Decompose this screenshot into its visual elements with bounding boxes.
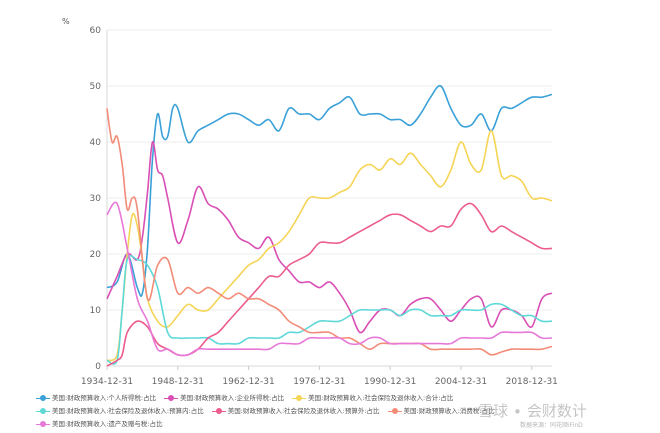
legend-swatch-icon <box>211 408 226 414</box>
legend-swatch-icon <box>164 395 179 401</box>
series-line-0 <box>106 84 553 297</box>
x-axis: 1934-12-31 1948-12-31 1962-12-31 1976-12-31… <box>81 366 558 387</box>
legend-label: 美国:财政预算收入:消费税:占比 <box>403 407 495 415</box>
y-tick-label: 30 <box>90 194 102 204</box>
series-lines <box>106 84 553 367</box>
legend-label: 美国:财政预算收入:社会保险及退休收入:预算外:占比 <box>227 407 380 415</box>
series-line-5 <box>106 108 553 356</box>
legend-label: 美国:财政预算收入:遗产及赠与税:占比 <box>52 420 163 428</box>
source-note: 数据来源：同花顺iFinD <box>520 422 583 429</box>
legend-label: 美国:财政预算收入:社会保险及退休收入:预算内:占比 <box>52 407 204 415</box>
legend-item[interactable]: 美国:财政预算收入:个人所得税:占比 <box>36 392 156 404</box>
legend-swatch-icon <box>36 421 50 427</box>
legend-label: 美国:财政预算收入:个人所得税:占比 <box>52 394 157 402</box>
legend-item[interactable]: 美国:财政预算收入:社会保险及退休收入:合计:占比 <box>292 392 453 404</box>
x-tick-label: 1934-12-31 <box>81 377 133 387</box>
legend-label: 美国:财政预算收入:企业所得税:占比 <box>180 394 285 402</box>
y-axis: 0 10 20 30 40 50 60 <box>90 26 552 372</box>
series-line-6 <box>106 201 553 357</box>
x-tick-label: 2018-12-31 <box>506 377 558 387</box>
legend-label: 美国:财政预算收入:社会保险及退休收入:合计:占比 <box>308 394 454 402</box>
legend-item[interactable]: 美国:财政预算收入:企业所得税:占比 <box>164 392 284 404</box>
legend-swatch-icon <box>36 395 50 401</box>
x-tick-label: 1948-12-31 <box>152 377 204 387</box>
y-tick-label: 60 <box>90 26 102 36</box>
y-tick-label: 40 <box>90 138 102 148</box>
chart-legend: 美国:财政预算收入:个人所得税:占比 美国:财政预算收入:企业所得税:占比 美国:财… <box>36 392 636 431</box>
legend-item[interactable]: 美国:财政预算收入:社会保险及退休收入:预算内:占比 <box>36 405 204 417</box>
watermark-logo: 雪球 ∙ 会财数计 <box>478 402 587 420</box>
y-tick-label: 50 <box>90 82 102 92</box>
x-tick-label: 1976-12-31 <box>293 377 345 387</box>
legend-swatch-icon <box>36 408 50 414</box>
x-tick-label: 1990-12-31 <box>364 377 416 387</box>
y-unit-label: % <box>62 17 70 26</box>
series-line-3 <box>106 254 553 365</box>
legend-item[interactable]: 美国:财政预算收入:消费税:占比 <box>387 405 495 417</box>
y-tick-label: 20 <box>90 250 102 260</box>
series-line-1 <box>106 141 553 334</box>
series-line-2 <box>106 129 553 362</box>
y-tick-label: 10 <box>90 306 102 316</box>
legend-item[interactable]: 美国:财政预算收入:遗产及赠与税:占比 <box>36 418 163 430</box>
legend-swatch-icon <box>292 395 307 401</box>
legend-item[interactable]: 美国:财政预算收入:社会保险及退休收入:预算外:占比 <box>211 405 380 417</box>
legend-swatch-icon <box>387 408 402 414</box>
x-tick-label: 1962-12-31 <box>222 377 274 387</box>
y-tick-label: 0 <box>95 362 101 372</box>
x-tick-label: 2004-12-31 <box>435 377 487 387</box>
